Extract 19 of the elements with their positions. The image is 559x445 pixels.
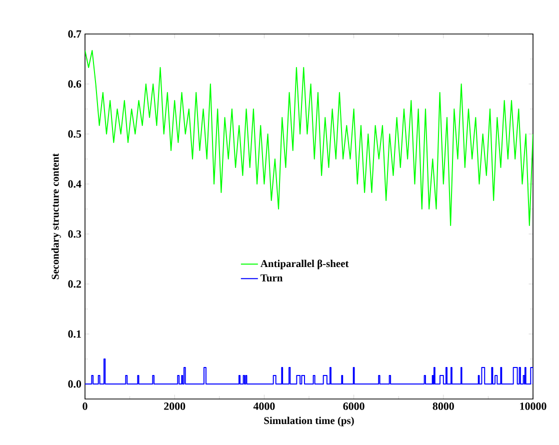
y-tick-label: 0.7: [68, 30, 82, 38]
legend-label: Antiparallel β-sheet: [260, 260, 349, 270]
y-tick-label: 0.6: [68, 80, 82, 88]
y-tick-label: 0.0: [68, 380, 82, 388]
x-axis-title: Simulation time (ps): [264, 416, 354, 426]
x-tick-label: 4000: [253, 402, 275, 410]
legend-label: Turn: [260, 274, 283, 282]
line-series: [85, 50, 534, 226]
x-tick-label: 0: [82, 402, 88, 410]
y-tick-label: 0.5: [68, 130, 82, 138]
y-tick-label: 0.4: [68, 180, 82, 188]
x-tick-label: 6000: [343, 402, 364, 410]
x-tick-label: 10000: [520, 402, 546, 410]
y-tick-label: 0.2: [68, 280, 81, 288]
x-tick-label: 8000: [432, 402, 454, 410]
y-tick-label: 0.1: [68, 330, 81, 338]
y-axis-title: Secondary structure content: [51, 153, 61, 280]
y-tick-label: 0.3: [68, 230, 82, 238]
x-tick-label: 2000: [164, 402, 186, 410]
